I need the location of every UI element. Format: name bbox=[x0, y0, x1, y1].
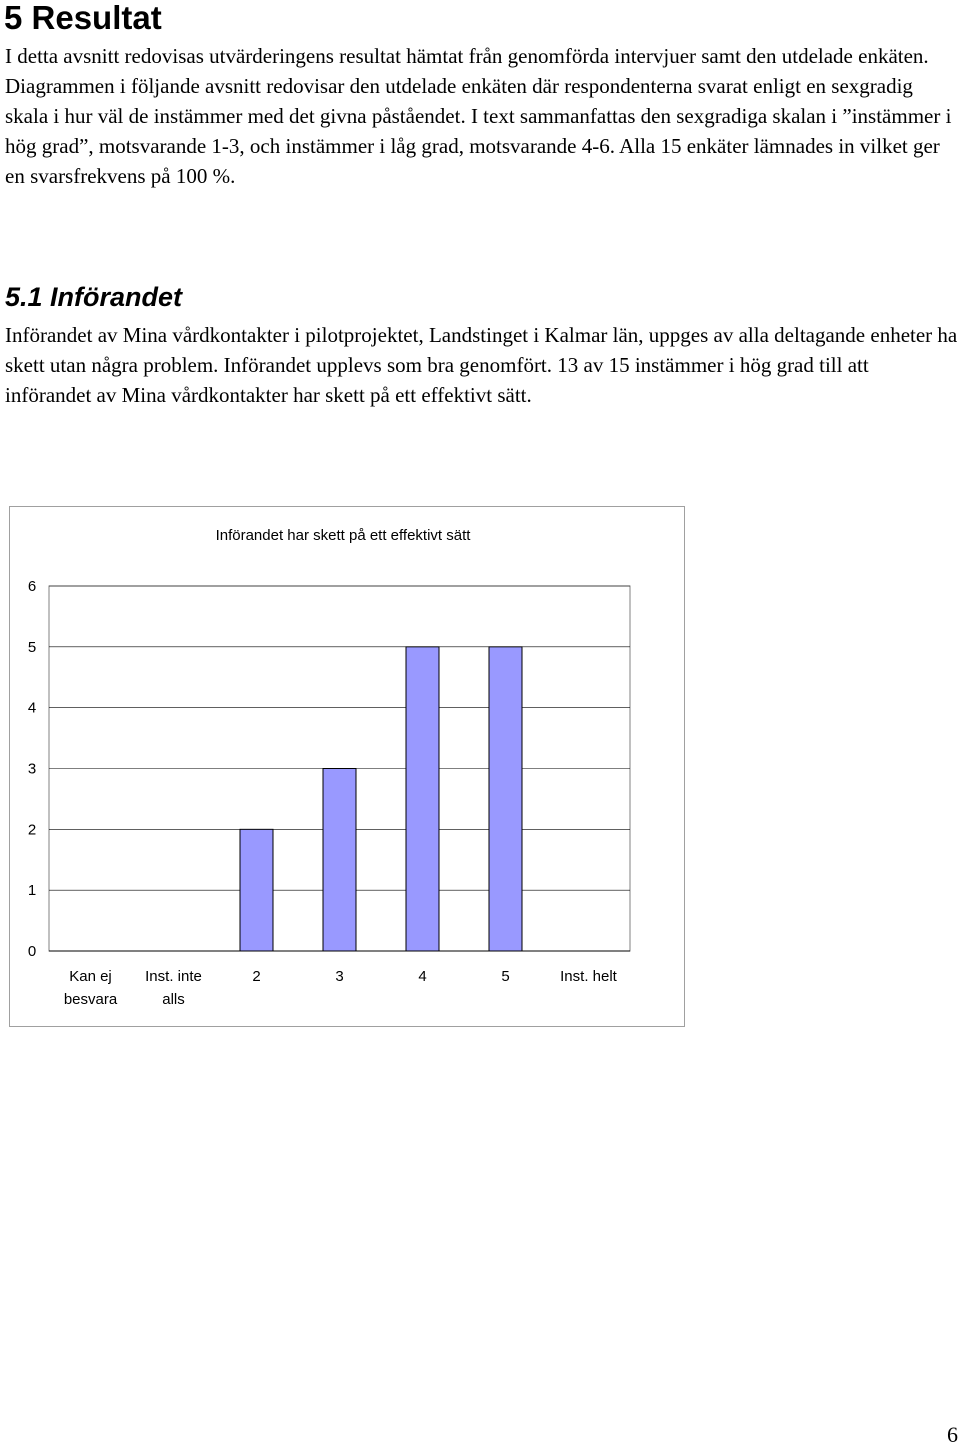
bar bbox=[488, 646, 523, 952]
bar bbox=[405, 646, 440, 952]
page-number: 6 bbox=[947, 1422, 958, 1447]
chart-container: Införandet har skett på ett effektivt sä… bbox=[9, 506, 685, 1027]
x-tick-label: besvara bbox=[64, 991, 118, 1008]
x-tick-label: 3 bbox=[335, 968, 343, 985]
y-tick-label: 1 bbox=[28, 882, 36, 899]
subsection-heading: 5.1 Införandet bbox=[5, 282, 183, 312]
x-tick-label: Inst. helt bbox=[560, 968, 618, 985]
x-tick-label: Kan ej bbox=[69, 968, 112, 985]
subsection-paragraph: Införandet av Mina vårdkontakter i pilot… bbox=[5, 323, 958, 407]
y-tick-label: 5 bbox=[28, 639, 36, 656]
section-heading: 5 Resultat bbox=[4, 0, 162, 36]
x-tick-label: 2 bbox=[252, 968, 260, 985]
chart-title: Införandet har skett på ett effektivt sä… bbox=[216, 527, 472, 544]
y-tick-label: 4 bbox=[28, 700, 36, 717]
y-tick-label: 6 bbox=[28, 578, 36, 595]
y-tick-label: 3 bbox=[28, 761, 36, 778]
y-tick-label: 2 bbox=[28, 821, 36, 838]
bar-chart: Införandet har skett på ett effektivt sä… bbox=[28, 527, 631, 1008]
x-tick-label: Inst. inte bbox=[145, 968, 202, 985]
bar bbox=[239, 828, 274, 952]
intro-paragraph: I detta avsnitt redovisas utvärderingens… bbox=[5, 44, 952, 188]
x-tick-label: 4 bbox=[418, 968, 426, 985]
y-tick-label: 0 bbox=[28, 943, 36, 960]
x-tick-label: 5 bbox=[501, 968, 509, 985]
x-tick-label: alls bbox=[162, 991, 185, 1008]
bar bbox=[322, 768, 357, 952]
